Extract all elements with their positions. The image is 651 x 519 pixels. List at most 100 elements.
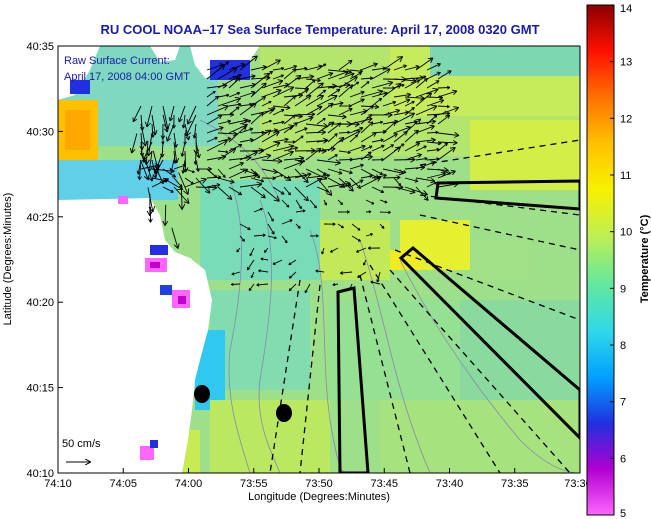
current-vector-head: [239, 144, 243, 148]
current-vector-head: [330, 249, 333, 253]
current-vector-head: [231, 272, 234, 275]
current-vector-head: [277, 89, 282, 95]
current-vector-head: [377, 89, 384, 92]
current-vector-head: [436, 80, 440, 84]
current-vector-head: [412, 101, 415, 104]
current-vector-head: [377, 176, 382, 182]
current-vector: [426, 148, 440, 152]
current-vector-head: [264, 82, 267, 89]
current-vector-head: [417, 153, 422, 155]
current-vector: [404, 153, 422, 161]
current-vector-head: [374, 104, 380, 108]
current-vector: [371, 139, 384, 143]
current-vector: [166, 123, 175, 142]
current-vector-head: [310, 147, 316, 151]
current-vector-head: [370, 233, 373, 237]
current-vector-head: [249, 127, 253, 130]
current-vector-head: [350, 72, 355, 74]
current-vector-head: [240, 63, 246, 65]
current-vector: [173, 164, 186, 170]
y-axis-label: Latitude (Degrees:Minutes): [2, 193, 14, 326]
current-vector: [382, 109, 400, 116]
current-vector: [305, 174, 330, 179]
current-vector: [349, 91, 365, 98]
current-vector: [206, 184, 221, 188]
current-vector: [382, 133, 398, 143]
current-vector-head: [411, 112, 415, 119]
current-vector: [305, 65, 323, 71]
current-vector: [338, 76, 358, 89]
current-vector: [162, 168, 176, 178]
current-vector-head: [332, 223, 336, 226]
colorbar-tick-label: 8: [620, 340, 626, 352]
current-vector-head: [322, 137, 329, 141]
current-vector-head: [402, 172, 407, 174]
current-vector: [184, 123, 190, 141]
x-tick-label: 73:55: [240, 478, 268, 490]
current-vector: [294, 113, 315, 116]
current-vector: [146, 105, 153, 128]
current-vector-head: [227, 197, 232, 200]
current-vector-head: [373, 132, 377, 137]
current-vector-head: [395, 83, 402, 85]
current-vector: [261, 80, 284, 89]
current-vector-head: [330, 146, 336, 150]
current-vector-head: [285, 138, 289, 143]
current-vector: [152, 150, 159, 170]
current-vector: [228, 124, 248, 134]
current-vector-head: [361, 91, 365, 95]
current-vector-head: [450, 170, 456, 172]
current-vector: [356, 247, 367, 253]
current-vector-head: [349, 170, 353, 174]
current-vector: [316, 121, 335, 134]
current-vector: [371, 68, 391, 80]
current-vector-head: [349, 157, 354, 160]
current-vector: [426, 173, 446, 179]
current-vector-head: [157, 164, 160, 170]
current-vector-head: [175, 143, 178, 148]
current-vector: [228, 162, 244, 170]
current-vector-head: [273, 171, 278, 174]
current-vector-head: [339, 170, 343, 174]
current-vector: [148, 132, 153, 156]
current-vector: [415, 78, 428, 89]
current-vector: [182, 114, 186, 129]
current-vector-head: [265, 153, 272, 156]
current-vector-head: [150, 218, 153, 223]
current-vector: [217, 67, 238, 80]
current-vector-head: [348, 172, 353, 175]
current-vector: [253, 208, 263, 213]
current-vector: [437, 183, 459, 188]
current-vector-head: [350, 84, 354, 90]
current-vector-head: [183, 190, 189, 195]
current-vector: [382, 146, 401, 161]
current-vector-head: [270, 219, 274, 222]
current-vector-head: [178, 118, 183, 123]
current-vector-head: [330, 103, 334, 108]
current-vector: [217, 132, 238, 135]
current-vector-head: [271, 232, 275, 235]
current-vector-head: [303, 198, 309, 202]
current-vector-head: [250, 128, 254, 132]
current-vector-head: [214, 95, 219, 98]
current-vector-head: [285, 107, 291, 111]
current-vector: [404, 166, 425, 170]
current-vector-head: [145, 140, 148, 147]
current-vector: [327, 154, 338, 161]
current-vector-head: [154, 129, 158, 136]
current-vector: [178, 105, 186, 123]
current-vector: [415, 88, 439, 98]
current-vector-head: [280, 174, 284, 178]
x-tick-label: 73:50: [305, 478, 333, 490]
current-vector: [195, 186, 218, 189]
current-vector-head: [185, 136, 190, 141]
current-vector-head: [230, 179, 235, 183]
current-vector-head: [293, 64, 297, 67]
current-vector-head: [137, 176, 140, 180]
current-vector-head: [241, 63, 246, 68]
current-vector-head: [292, 141, 296, 144]
current-vector-head: [256, 176, 260, 179]
current-vector-head: [368, 121, 374, 124]
current-vector-head: [339, 101, 344, 104]
current-vector-head: [437, 143, 442, 146]
